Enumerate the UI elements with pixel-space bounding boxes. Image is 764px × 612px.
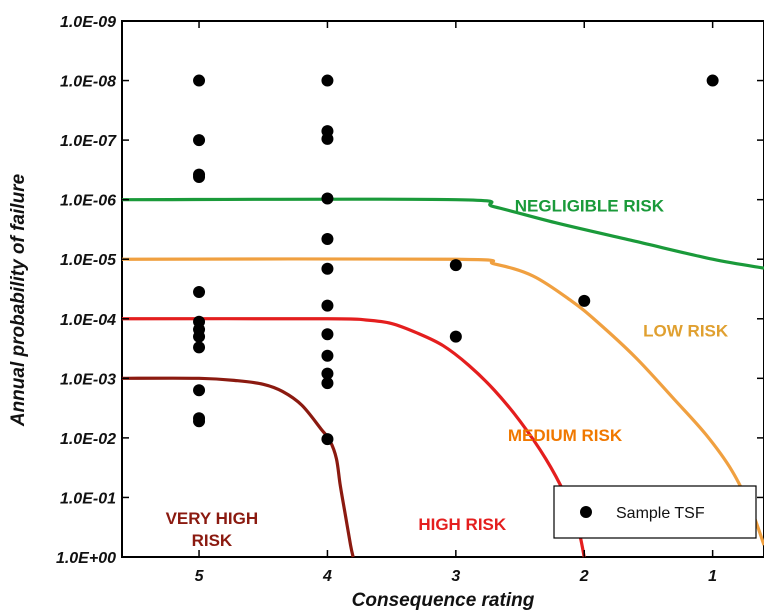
- data-point: [193, 74, 206, 87]
- plot-frame: [121, 20, 764, 558]
- data-point: [321, 328, 334, 341]
- data-point: [706, 74, 719, 87]
- y-tick-label: 1.0E-08: [60, 74, 116, 91]
- zone-label: LOW RISK: [643, 322, 729, 341]
- x-tick-label: 5: [195, 568, 205, 585]
- zone-label: VERY HIGH RISK: [166, 509, 259, 550]
- data-point: [193, 415, 206, 428]
- boundary-high: [121, 376, 355, 558]
- zone-label-line: MEDIUM RISK: [508, 426, 623, 445]
- data-point: [193, 134, 206, 147]
- zone-label-line: RISK: [192, 531, 233, 550]
- data-point: [321, 262, 334, 275]
- legend: Sample TSF: [553, 485, 757, 539]
- zone-label-line: VERY HIGH: [166, 509, 259, 528]
- data-point: [321, 192, 334, 205]
- data-point: [321, 367, 334, 380]
- zone-label: NEGLIGIBLE RISK: [515, 197, 665, 216]
- data-point: [321, 74, 334, 87]
- zone-label-line: LOW RISK: [643, 322, 729, 341]
- zone-label-line: NEGLIGIBLE RISK: [515, 197, 665, 216]
- data-point: [321, 349, 334, 362]
- x-tick-label: 4: [322, 568, 332, 585]
- data-point: [193, 384, 206, 397]
- data-point: [193, 171, 206, 184]
- data-point: [193, 341, 206, 354]
- zone-label: HIGH RISK: [418, 515, 507, 534]
- boundary-negligible: [121, 197, 764, 270]
- data-point: [321, 132, 334, 145]
- x-tick-label: 2: [579, 568, 589, 585]
- y-tick-label: 1.0E+00: [56, 550, 116, 567]
- y-tick-label: 1.0E-01: [60, 490, 116, 507]
- y-axis-title: Annual probability of failure: [8, 173, 29, 427]
- y-tick-label: 1.0E-04: [60, 312, 116, 329]
- data-point: [193, 285, 206, 298]
- y-tick-label: 1.0E-03: [60, 371, 116, 388]
- data-point: [193, 330, 206, 343]
- data-point: [321, 232, 334, 245]
- data-point: [578, 294, 591, 307]
- data-point: [321, 377, 334, 390]
- x-tick-label: 1: [708, 568, 717, 585]
- data-point: [449, 259, 462, 272]
- y-tick-label: 1.0E-07: [60, 133, 117, 150]
- risk-zone-labels: NEGLIGIBLE RISK LOW RISK MEDIUM RISK VERY H…: [166, 197, 729, 551]
- data-point: [321, 433, 334, 446]
- zone-label: MEDIUM RISK: [508, 426, 623, 445]
- data-point: [321, 299, 334, 312]
- y-tick-label: 1.0E-02: [60, 431, 116, 448]
- y-tick-label: 1.0E-05: [60, 252, 117, 269]
- y-tick-label: 1.0E-06: [60, 193, 116, 210]
- data-point: [449, 330, 462, 343]
- scatter-points: [193, 74, 719, 446]
- x-tick-label: 3: [451, 568, 460, 585]
- legend-label: Sample TSF: [616, 505, 705, 522]
- zone-label-line: HIGH RISK: [418, 515, 507, 534]
- axis-ticks: 1.0E-09 1.0E-08 1.0E-07 1.0E-06 1.0E-05 1.0E-…: [56, 14, 764, 585]
- legend-marker: [580, 506, 592, 518]
- y-tick-label: 1.0E-09: [60, 14, 116, 31]
- x-axis-title: Consequence rating: [352, 590, 535, 611]
